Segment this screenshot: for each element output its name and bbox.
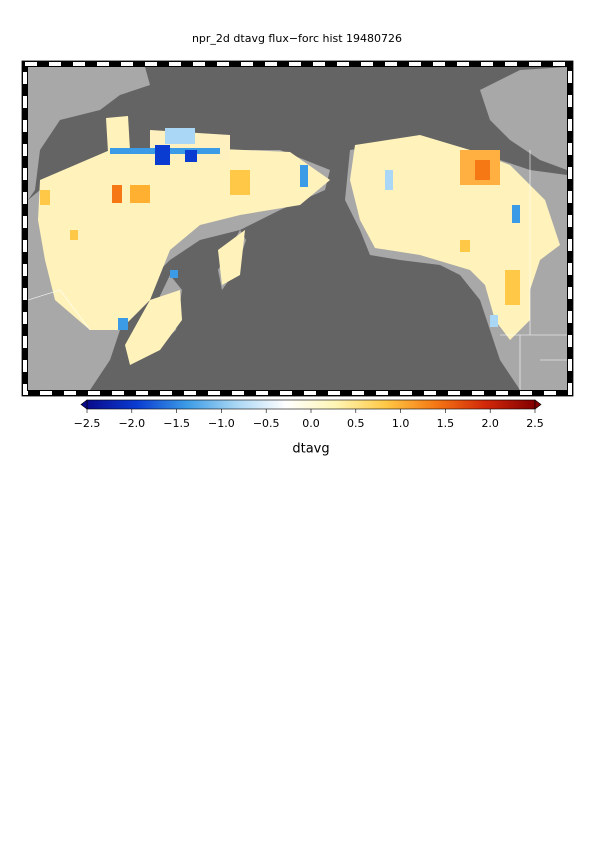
colorbar-tick-label: 0.5: [347, 417, 365, 430]
colorbar: dtavg −2.5 −2.0 −1.5 −1.0 −0.5 0.0 0.5 1.0 1.5 2.…: [74, 399, 544, 457]
colorbar-low-end: [80, 399, 88, 410]
colorbar-tick-label: 2.5: [526, 417, 544, 430]
frame-outline: [21, 60, 574, 397]
colorbar-tick-label: 0.0: [302, 417, 320, 430]
land: [28, 67, 150, 200]
field: [218, 230, 245, 285]
frame-checker: [23, 62, 572, 395]
field: [125, 290, 182, 365]
borders: [27, 150, 567, 390]
colorbar-tick-label: −2.0: [118, 417, 145, 430]
colorbar-tick-label: 2.0: [481, 417, 499, 430]
colorbar-high-end: [534, 399, 542, 410]
colorbar-tick-label: 1.0: [392, 417, 410, 430]
colorbar-scale: [86, 399, 536, 410]
colorbar-tick-label: −2.5: [74, 417, 101, 430]
map: [21, 60, 574, 397]
field: [38, 148, 330, 330]
anomaly-patch: [40, 128, 520, 330]
map-title: npr_2d dtavg flux−forc hist 19480726: [192, 32, 402, 45]
colorbar-label: dtavg: [292, 442, 329, 457]
colorbar-tick-label: −1.0: [208, 417, 235, 430]
colorbar-tick-label: −1.5: [163, 417, 190, 430]
land: [480, 67, 567, 170]
colorbar-tick-label: −0.5: [253, 417, 280, 430]
colorbar-tick-label: 1.5: [437, 417, 455, 430]
field: [106, 116, 130, 152]
